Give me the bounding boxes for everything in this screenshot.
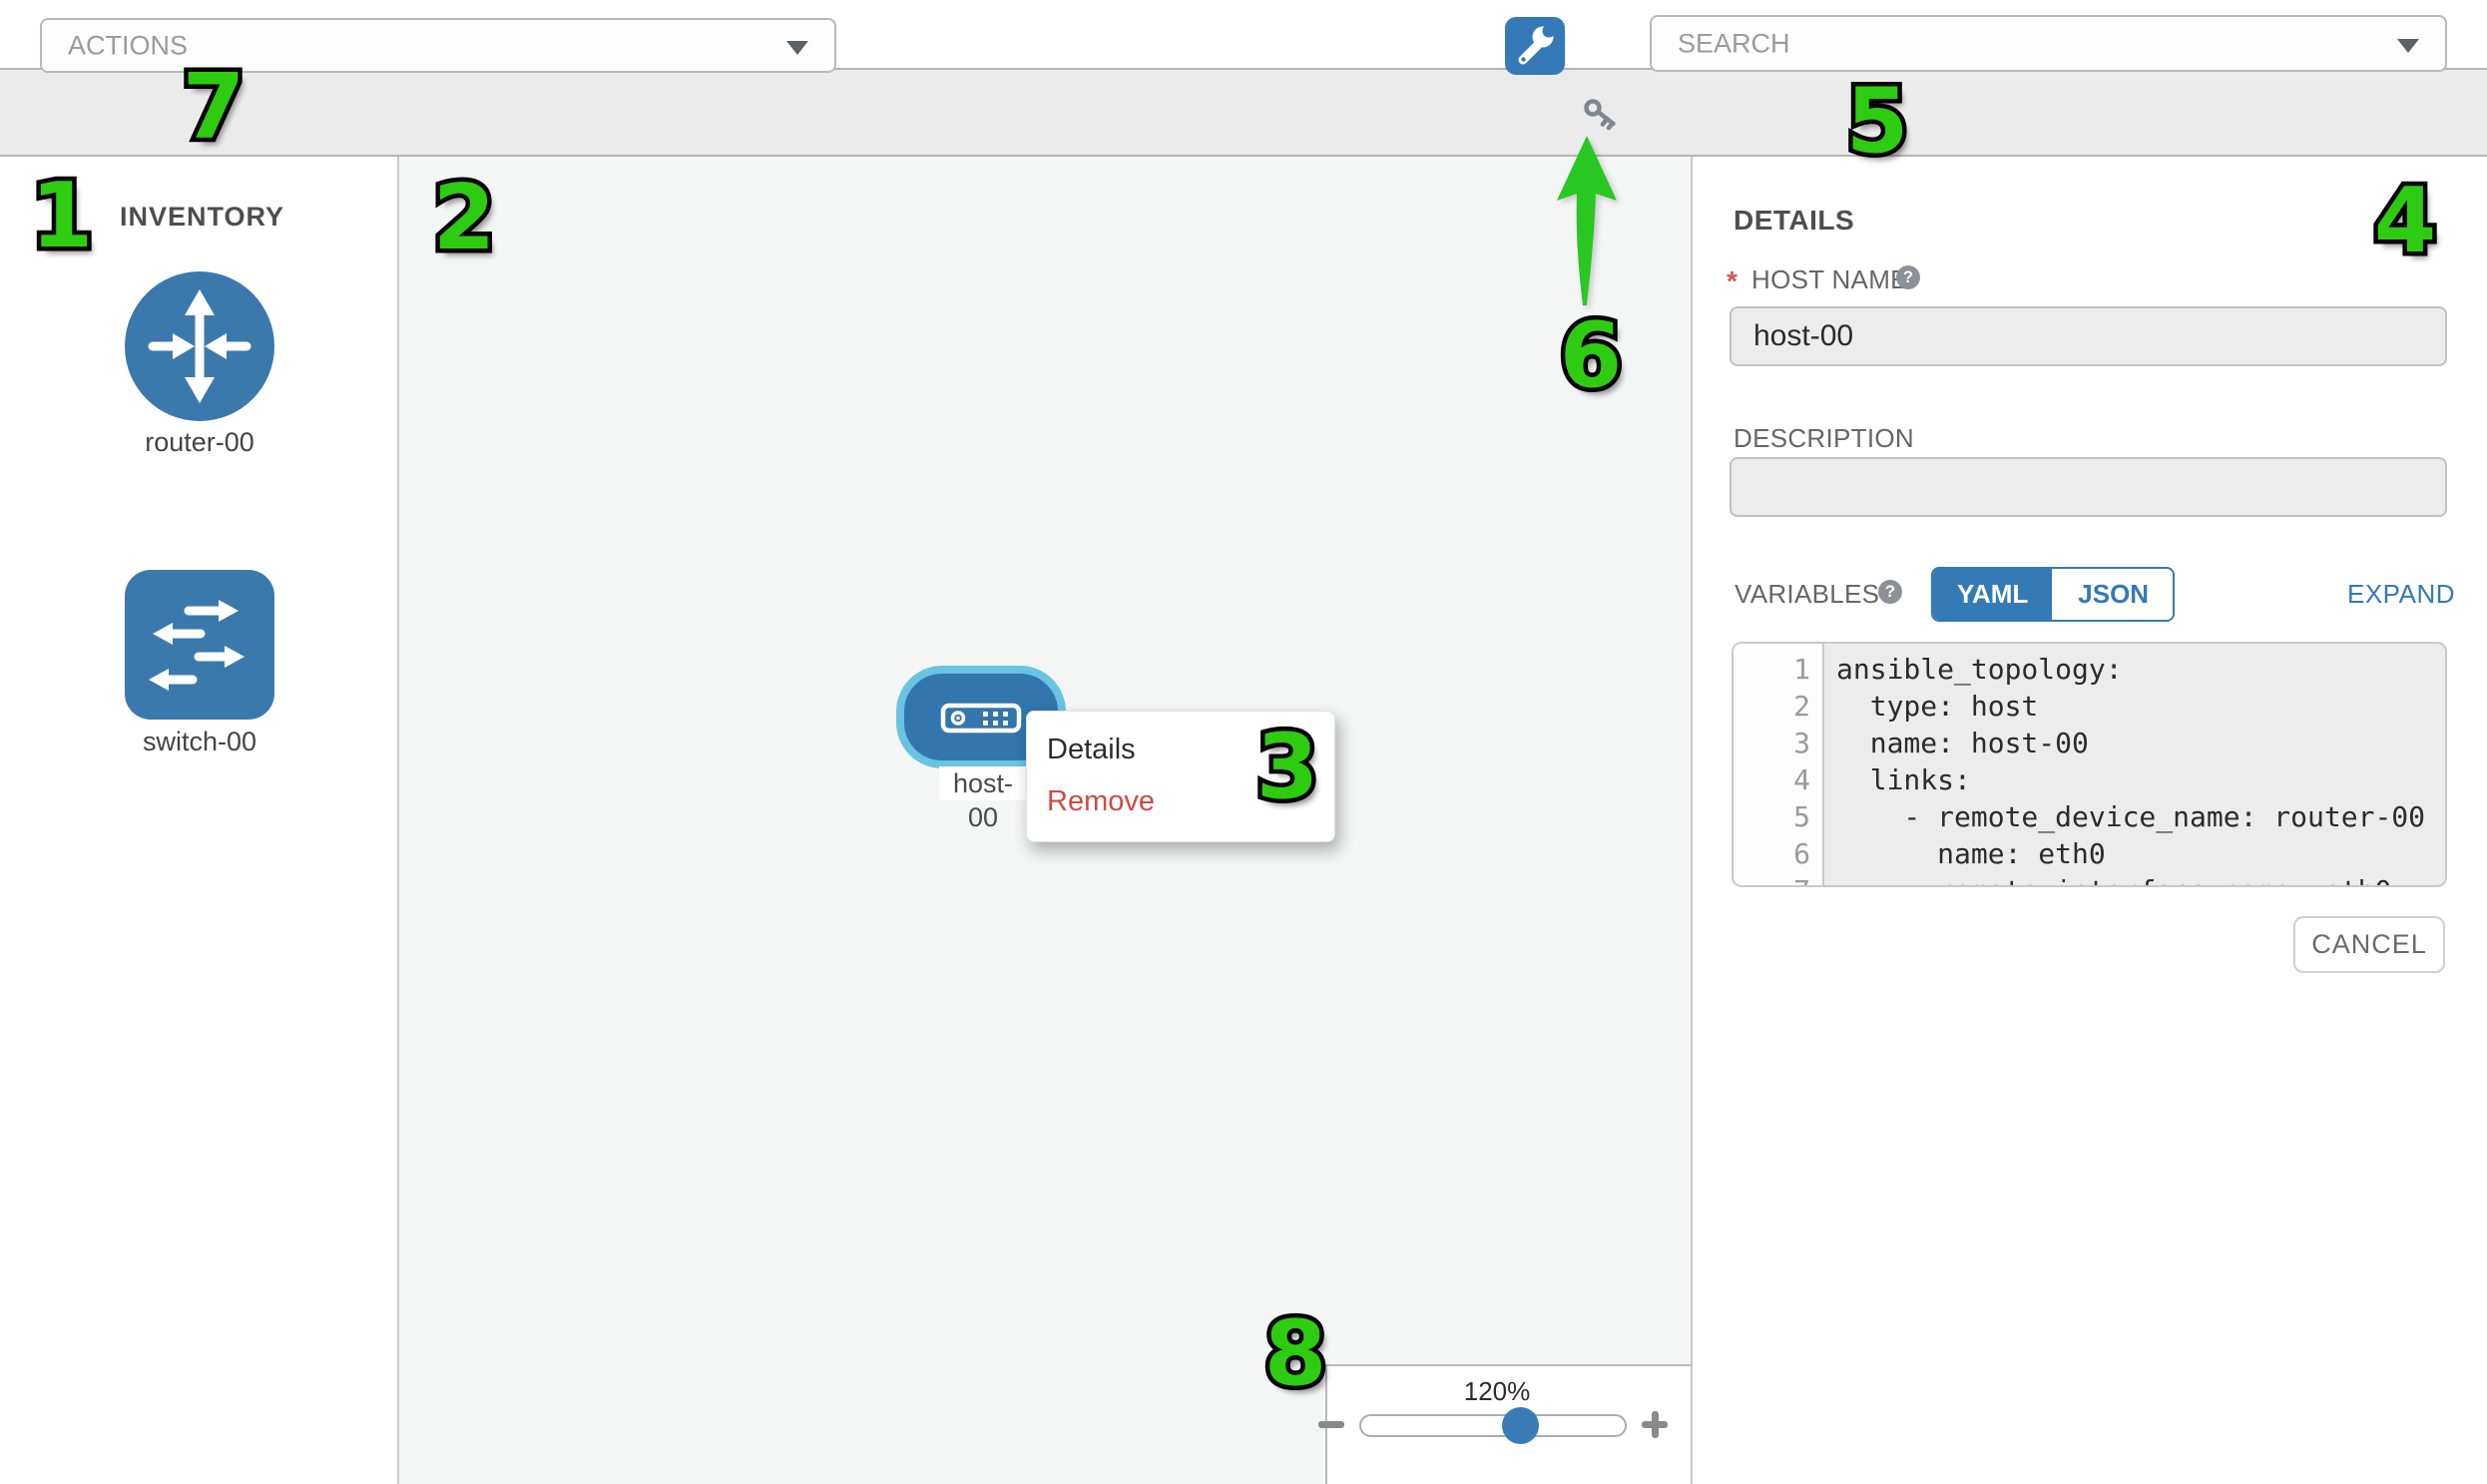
zoom-in-button[interactable] xyxy=(1652,1411,1659,1438)
code-line: 2 type: host xyxy=(1793,690,2039,723)
chevron-down-icon xyxy=(2397,38,2419,53)
context-menu-item-remove[interactable]: Remove xyxy=(1047,785,1155,817)
context-menu-item-details[interactable]: Details xyxy=(1047,734,1136,765)
zoom-level-value: 120% xyxy=(1463,1376,1531,1406)
host-name-label: HOST NAME xyxy=(1751,264,1908,294)
annotation-number-4: 4 xyxy=(2369,169,2441,273)
variables-code-editor[interactable]: 1 ansible_topology: 2 type: host 3 name: … xyxy=(1732,642,2447,887)
annotation-arrow-up xyxy=(1557,136,1617,305)
help-icon[interactable]: ? xyxy=(1878,580,1902,604)
expand-link[interactable]: EXPAND xyxy=(2347,579,2455,609)
host-icon xyxy=(940,703,1022,734)
variables-format-toggle: YAML JSON xyxy=(1931,567,2176,622)
switch-icon xyxy=(149,600,245,691)
device-router-00[interactable] xyxy=(125,271,274,421)
device-switch-00[interactable] xyxy=(125,570,274,720)
host-node-label: host-00 xyxy=(939,766,1027,832)
help-icon[interactable]: ? xyxy=(1896,265,1920,289)
zoom-out-button[interactable] xyxy=(1318,1421,1344,1428)
annotation-number-7: 7 xyxy=(178,55,249,160)
zoom-slider-handle[interactable] xyxy=(1502,1407,1539,1444)
search-dropdown-label: SEARCH xyxy=(1678,28,1790,58)
annotation-number-3: 3 xyxy=(1251,715,1323,819)
code-line: 5 - remote_device_name: router-00 xyxy=(1793,800,2426,833)
key-icon xyxy=(1584,99,1616,131)
annotation-number-2: 2 xyxy=(428,166,500,270)
yaml-tab-active[interactable]: YAML xyxy=(1933,569,2053,620)
inventory-title: INVENTORY xyxy=(120,202,285,232)
device-label-switch: switch-00 xyxy=(142,727,257,756)
json-tab[interactable]: JSON xyxy=(2054,569,2174,620)
code-line: 1 ansible_topology: xyxy=(1793,653,2123,686)
actions-dropdown-label: ACTIONS xyxy=(68,30,189,60)
annotation-number-6: 6 xyxy=(1555,303,1627,408)
host-name-input[interactable] xyxy=(1730,306,2447,366)
toolbox-button[interactable] xyxy=(1505,17,1565,75)
annotation-number-1: 1 xyxy=(26,164,98,268)
chevron-down-icon xyxy=(786,40,808,55)
key-button[interactable] xyxy=(1583,98,1629,140)
zoom-slider-track[interactable] xyxy=(1359,1414,1627,1437)
search-dropdown[interactable]: SEARCH xyxy=(1650,15,2447,72)
code-line: 7 remote_interface_name: eth0 xyxy=(1734,872,2445,885)
toolbar xyxy=(0,70,2487,157)
description-input[interactable] xyxy=(1730,457,2447,517)
editor-gutter xyxy=(1734,644,1824,885)
cancel-button[interactable]: CANCEL xyxy=(2293,916,2445,973)
code-line: 3 name: host-00 xyxy=(1793,727,2089,759)
actions-dropdown[interactable]: ACTIONS xyxy=(40,18,836,73)
annotation-number-5: 5 xyxy=(1841,69,1913,174)
details-panel-title: DETAILS xyxy=(1734,205,1855,236)
required-marker: * xyxy=(1727,265,1738,296)
code-line: 6 name: eth0 xyxy=(1793,837,2106,870)
context-menu: Details Remove xyxy=(1026,711,1335,842)
annotation-number-8: 8 xyxy=(1259,1301,1331,1406)
router-icon xyxy=(148,289,251,403)
description-label: DESCRIPTION xyxy=(1734,423,1914,453)
device-label-router: router-00 xyxy=(145,427,254,457)
code-line: 4 links: xyxy=(1793,763,1971,796)
wrench-icon xyxy=(1518,24,1556,65)
variables-label: VARIABLES xyxy=(1735,579,1880,609)
